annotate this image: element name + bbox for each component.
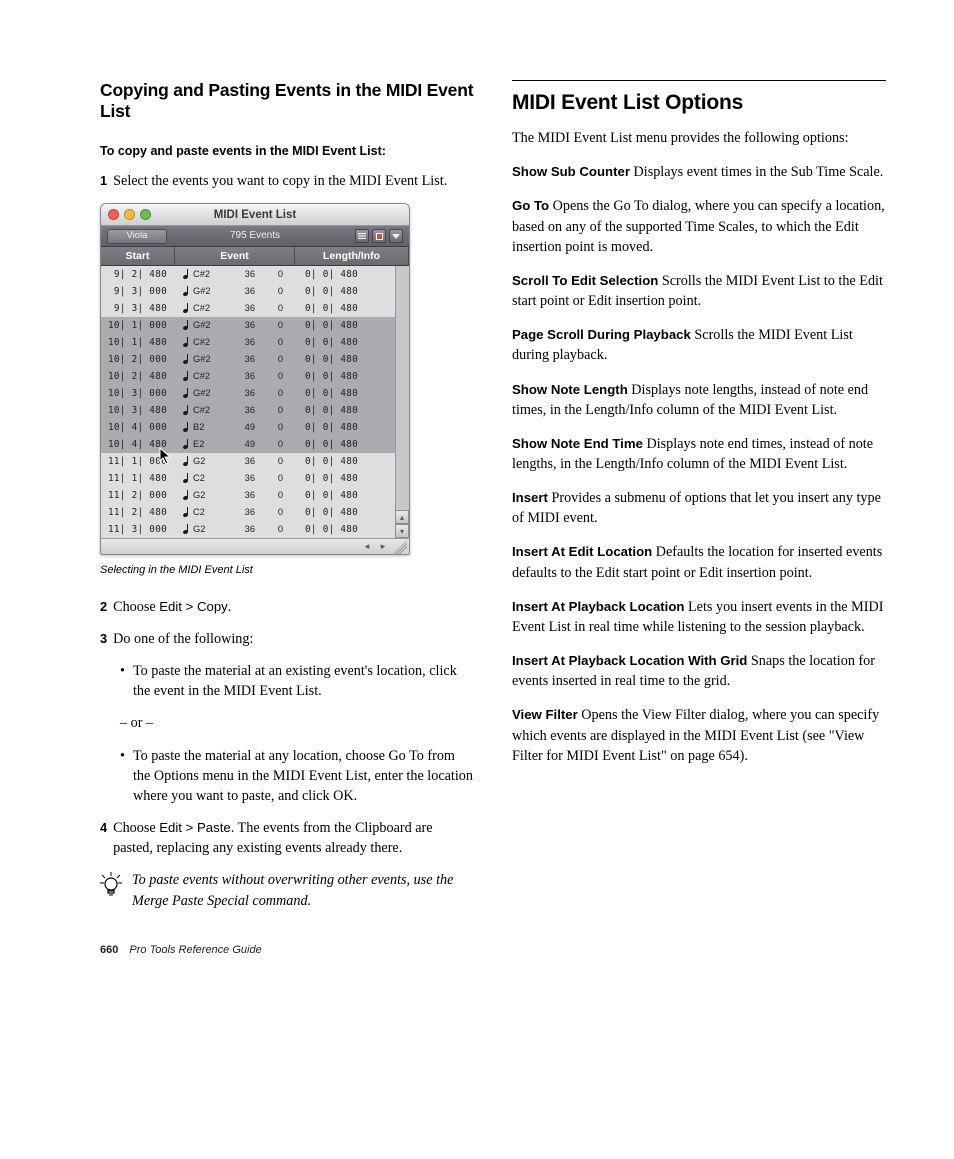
note-icon — [183, 406, 190, 415]
note-icon — [183, 270, 190, 279]
column-header-length[interactable]: Length/Info — [295, 247, 409, 265]
window-toolbar: Viola 795 Events — [101, 226, 409, 247]
option-paragraph: View Filter Opens the View Filter dialog… — [512, 705, 886, 765]
note-icon — [183, 389, 190, 398]
table-row[interactable]: 11| 1| 000G23600| 0| 480 — [101, 453, 409, 470]
options-menu-icon[interactable] — [355, 229, 369, 243]
table-row[interactable]: 11| 1| 480C23600| 0| 480 — [101, 470, 409, 487]
page-number: 660 — [100, 944, 118, 956]
column-header-row: Start Event Length/Info — [101, 247, 409, 266]
option-paragraph: Insert At Playback Location With Grid Sn… — [512, 651, 886, 691]
table-row[interactable]: 11| 2| 000G23600| 0| 480 — [101, 487, 409, 504]
option-paragraph: Insert At Playback Location Lets you ins… — [512, 597, 886, 637]
bullet-item: •To paste the material at an existing ev… — [120, 661, 474, 701]
or-separator: – or – — [120, 713, 474, 733]
table-row[interactable]: 11| 3| 000G23600| 0| 480 — [101, 521, 409, 538]
table-row[interactable]: 9| 2| 480C#23600| 0| 480 — [101, 266, 409, 283]
resize-grip-icon[interactable] — [393, 540, 407, 554]
event-rows[interactable]: 9| 2| 480C#23600| 0| 4809| 3| 000G#23600… — [101, 266, 409, 538]
midi-event-list-window: MIDI Event List Viola 795 Events — [100, 203, 410, 555]
column-header-event[interactable]: Event — [175, 247, 295, 265]
book-title: Pro Tools Reference Guide — [129, 944, 261, 956]
step-number: 1 — [100, 171, 107, 191]
tip-text: To paste events without overwriting othe… — [132, 870, 474, 910]
table-row[interactable]: 10| 1| 480C#23600| 0| 480 — [101, 334, 409, 351]
note-icon — [183, 338, 190, 347]
scroll-left-icon[interactable]: ◂ — [361, 541, 373, 553]
figure-caption: Selecting in the MIDI Event List — [100, 563, 474, 579]
option-paragraph: Insert At Edit Location Defaults the loc… — [512, 542, 886, 582]
window-bottom-bar: ◂ ▸ — [101, 538, 409, 554]
table-row[interactable]: 9| 3| 480C#23600| 0| 480 — [101, 300, 409, 317]
instruction-heading: To copy and paste events in the MIDI Eve… — [100, 143, 474, 161]
step-number: 2 — [100, 597, 107, 617]
step-3: 3 Do one of the following: — [100, 629, 474, 649]
note-icon — [183, 355, 190, 364]
note-icon — [183, 474, 190, 483]
scrollbar-track[interactable]: ▴ ▾ — [395, 266, 409, 538]
option-paragraph: Go To Opens the Go To dialog, where you … — [512, 196, 886, 256]
column-header-start[interactable]: Start — [101, 247, 175, 265]
note-icon — [183, 440, 190, 449]
scroll-up-icon[interactable]: ▴ — [395, 510, 409, 524]
lightbulb-icon — [100, 872, 122, 910]
step-number: 4 — [100, 818, 107, 858]
option-paragraph: Insert Provides a submenu of options tha… — [512, 488, 886, 528]
scroll-down-icon[interactable]: ▾ — [395, 524, 409, 538]
option-paragraph: Page Scroll During Playback Scrolls the … — [512, 325, 886, 365]
left-heading: Copying and Pasting Events in the MIDI E… — [100, 80, 474, 121]
window-title: MIDI Event List — [101, 207, 409, 223]
table-row[interactable]: 9| 3| 000G#23600| 0| 480 — [101, 283, 409, 300]
note-icon — [183, 423, 190, 432]
insert-menu-icon[interactable] — [389, 229, 403, 243]
note-icon — [183, 287, 190, 296]
section-rule — [512, 80, 886, 81]
table-row[interactable]: 11| 2| 480C23600| 0| 480 — [101, 504, 409, 521]
step-1: 1 Select the events you want to copy in … — [100, 171, 474, 191]
page-footer: 660 Pro Tools Reference Guide — [100, 943, 886, 959]
note-icon — [183, 372, 190, 381]
table-row[interactable]: 10| 2| 000G#23600| 0| 480 — [101, 351, 409, 368]
step-text: Choose Edit > Copy. — [113, 597, 474, 617]
intro-paragraph: The MIDI Event List menu provides the fo… — [512, 128, 886, 148]
right-heading: MIDI Event List Options — [512, 91, 886, 114]
scroll-right-icon[interactable]: ▸ — [377, 541, 389, 553]
note-icon — [183, 304, 190, 313]
table-row[interactable]: 10| 4| 000B24900| 0| 480 — [101, 419, 409, 436]
window-titlebar: MIDI Event List — [101, 204, 409, 226]
note-icon — [183, 525, 190, 534]
step-text: Select the events you want to copy in th… — [113, 171, 474, 191]
option-paragraph: Scroll To Edit Selection Scrolls the MID… — [512, 271, 886, 311]
option-paragraph: Show Note Length Displays note lengths, … — [512, 380, 886, 420]
table-row[interactable]: 10| 1| 000G#23600| 0| 480 — [101, 317, 409, 334]
note-icon — [183, 457, 190, 466]
tip-callout: To paste events without overwriting othe… — [100, 870, 474, 910]
step-2: 2 Choose Edit > Copy. — [100, 597, 474, 617]
record-stop-icon[interactable] — [372, 229, 386, 243]
note-icon — [183, 508, 190, 517]
step-text: Do one of the following: — [113, 629, 474, 649]
bullet-item: •To paste the material at any location, … — [120, 746, 474, 806]
table-row[interactable]: 10| 2| 480C#23600| 0| 480 — [101, 368, 409, 385]
table-row[interactable]: 10| 3| 000G#23600| 0| 480 — [101, 385, 409, 402]
table-row[interactable]: 10| 3| 480C#23600| 0| 480 — [101, 402, 409, 419]
step-text: Choose Edit > Paste. The events from the… — [113, 818, 474, 858]
step-number: 3 — [100, 629, 107, 649]
step-4: 4 Choose Edit > Paste. The events from t… — [100, 818, 474, 858]
note-icon — [183, 321, 190, 330]
option-paragraph: Show Sub Counter Displays event times in… — [512, 162, 886, 182]
note-icon — [183, 491, 190, 500]
table-row[interactable]: 10| 4| 480E24900| 0| 480 — [101, 436, 409, 453]
option-paragraph: Show Note End Time Displays note end tim… — [512, 434, 886, 474]
